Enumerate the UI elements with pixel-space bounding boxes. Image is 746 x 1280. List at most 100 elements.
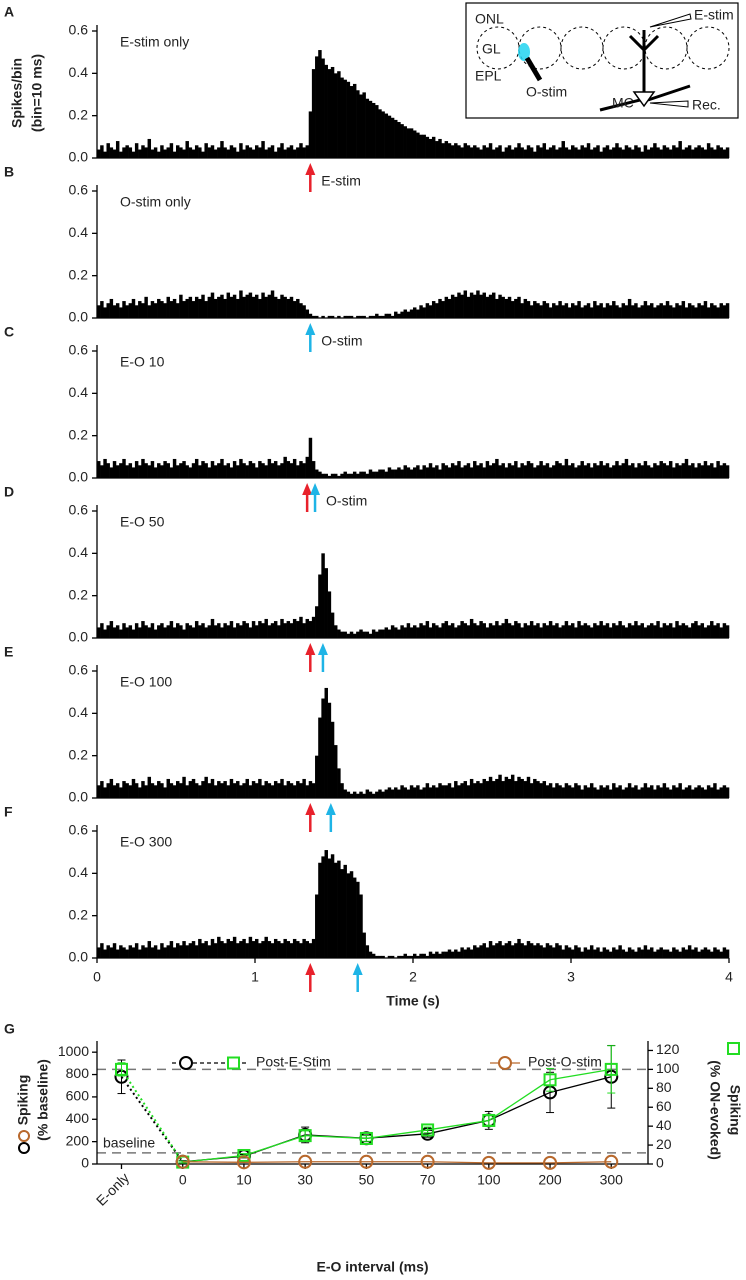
bar xyxy=(536,781,540,798)
bar xyxy=(473,783,477,798)
bar xyxy=(394,469,398,478)
bar xyxy=(163,303,167,318)
bar xyxy=(564,458,569,478)
bar xyxy=(574,945,578,958)
bar xyxy=(315,894,319,958)
bar xyxy=(684,949,689,958)
bar xyxy=(251,621,256,638)
bar xyxy=(112,785,117,798)
bar xyxy=(624,305,629,318)
bar xyxy=(488,294,493,318)
bar xyxy=(501,781,505,798)
bar xyxy=(172,947,177,958)
bar xyxy=(615,787,619,798)
bar xyxy=(488,465,493,478)
bar xyxy=(403,627,407,638)
bar xyxy=(441,301,445,318)
bar xyxy=(621,149,626,158)
marker xyxy=(114,1062,128,1076)
bar xyxy=(586,949,591,958)
bar xyxy=(501,463,505,478)
bar xyxy=(147,138,152,158)
bar xyxy=(191,778,196,798)
bar xyxy=(640,787,644,798)
bar xyxy=(504,147,509,158)
marker xyxy=(421,1123,435,1137)
bar xyxy=(236,151,240,158)
bar xyxy=(694,467,698,478)
bar xyxy=(593,147,597,158)
bar xyxy=(678,141,682,158)
bar xyxy=(466,463,471,478)
bar xyxy=(545,625,550,638)
bar xyxy=(255,783,259,798)
bar xyxy=(292,301,297,318)
bar xyxy=(302,938,306,958)
bar xyxy=(258,621,262,638)
bar xyxy=(141,458,145,478)
bar xyxy=(719,147,723,158)
bar xyxy=(710,303,714,318)
bar xyxy=(507,941,512,958)
bar xyxy=(653,625,657,638)
bar xyxy=(482,145,486,158)
bar xyxy=(182,629,186,638)
bar xyxy=(469,618,474,638)
y-tick-label: 600 xyxy=(66,1088,90,1104)
bar xyxy=(542,947,547,958)
bar xyxy=(400,625,404,638)
bar xyxy=(258,461,262,478)
bar xyxy=(375,955,379,958)
bar xyxy=(97,305,101,318)
bar xyxy=(637,789,641,798)
x-tick-label: 3 xyxy=(567,969,575,985)
bar xyxy=(463,290,468,318)
bar xyxy=(596,625,600,638)
bar xyxy=(589,149,594,158)
bar xyxy=(112,461,117,478)
bar xyxy=(384,113,389,158)
panel-letter: D xyxy=(4,484,14,500)
bar xyxy=(479,294,483,318)
bar xyxy=(371,315,376,318)
bar xyxy=(277,298,281,318)
y-tick-label: 0.6 xyxy=(69,342,89,358)
bar xyxy=(529,783,534,798)
bar xyxy=(668,461,673,478)
x-tick-label: 0 xyxy=(179,1172,187,1188)
bar xyxy=(558,627,562,638)
bar xyxy=(599,151,603,158)
bar xyxy=(488,776,493,798)
inset-label: E-stim xyxy=(694,7,734,23)
bar xyxy=(302,778,306,798)
bar xyxy=(400,124,404,158)
bar xyxy=(150,461,155,478)
bar xyxy=(400,955,404,958)
bar xyxy=(552,625,556,638)
bar xyxy=(346,473,351,478)
y2-tick-label: 60 xyxy=(656,1098,672,1114)
bar xyxy=(255,625,259,638)
panel-letter: F xyxy=(4,804,13,820)
bar xyxy=(327,475,332,478)
bar xyxy=(567,785,572,798)
bar xyxy=(482,623,486,638)
inset-label: EPL xyxy=(475,68,502,84)
bar xyxy=(539,147,543,158)
bar xyxy=(352,83,357,158)
bar xyxy=(144,296,148,318)
bar xyxy=(634,467,638,478)
bar xyxy=(150,947,155,958)
bar xyxy=(182,149,186,158)
bar xyxy=(482,943,486,958)
bar xyxy=(637,463,641,478)
bar xyxy=(321,473,325,478)
bar xyxy=(507,463,512,478)
bar xyxy=(302,463,306,478)
bar xyxy=(571,949,575,958)
bar xyxy=(640,949,644,958)
bar xyxy=(251,781,256,798)
bar xyxy=(381,315,385,318)
bar xyxy=(397,629,401,638)
bar xyxy=(431,301,436,318)
